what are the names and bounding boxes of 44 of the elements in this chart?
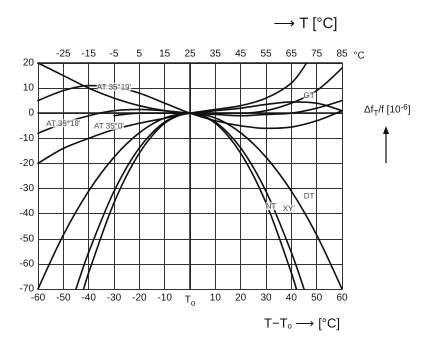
y-tick-label: -30 <box>20 183 34 194</box>
x-tick-label: 30 <box>260 292 272 304</box>
x2-tick-label: 15 <box>159 48 171 60</box>
annotation: AT 35°0' <box>94 121 124 130</box>
x-tick-label: 10 <box>210 292 222 304</box>
x2-tick-label: 65 <box>286 48 298 60</box>
x-tick-label: -30 <box>106 292 122 304</box>
x2-tick-label: 55 <box>260 48 272 60</box>
y-tick-label: 20 <box>22 58 34 68</box>
x-tick-label: 60 <box>336 292 348 304</box>
x-tick-label: -40 <box>81 292 96 304</box>
annotation: NT <box>266 202 277 211</box>
x-axis-title: T−To ⟶ [°C] <box>264 316 340 330</box>
annotation: DT <box>304 192 315 201</box>
annotation: GT <box>304 91 315 100</box>
y-tick-label: -20 <box>20 158 34 169</box>
y-tick-label: 0 <box>28 108 34 119</box>
x-tick-label: -10 <box>157 292 172 304</box>
x-tick-label: -50 <box>56 292 71 304</box>
y-tick-label: -40 <box>20 208 34 220</box>
x2-axis-title: °C <box>353 50 365 62</box>
x-tick-label: -20 <box>132 292 147 304</box>
x-tick-label: 20 <box>235 292 247 304</box>
y-tick-label: -70 <box>20 284 34 294</box>
annotation: AT 35°19' <box>96 82 132 92</box>
annotation: AT 35°18' <box>46 118 81 128</box>
x-tick-label: 40 <box>286 292 298 304</box>
x2-tick-label: -5 <box>110 48 119 60</box>
x2-tick-label: 35 <box>210 48 222 60</box>
chart-title: ⟶ T [°C] <box>273 15 338 32</box>
x2-tick-label: 75 <box>311 48 323 60</box>
y-tick-label: 10 <box>22 82 34 94</box>
x2-tick-label: 25 <box>184 48 196 60</box>
y-tick-label: -60 <box>20 258 34 270</box>
annotation: XY' <box>282 204 296 214</box>
y-tick-label: -10 <box>20 132 34 144</box>
x2-tick-label: 45 <box>235 48 247 60</box>
x-tick-label: 50 <box>311 292 323 304</box>
x2-tick-label: 5 <box>136 48 143 60</box>
x2-tick-label: -15 <box>81 48 96 60</box>
y-tick-label: -50 <box>20 233 34 244</box>
x2-tick-label: -25 <box>56 48 71 60</box>
x-tick-label: -60 <box>30 292 46 304</box>
x2-tick-label: 85 <box>336 48 348 60</box>
